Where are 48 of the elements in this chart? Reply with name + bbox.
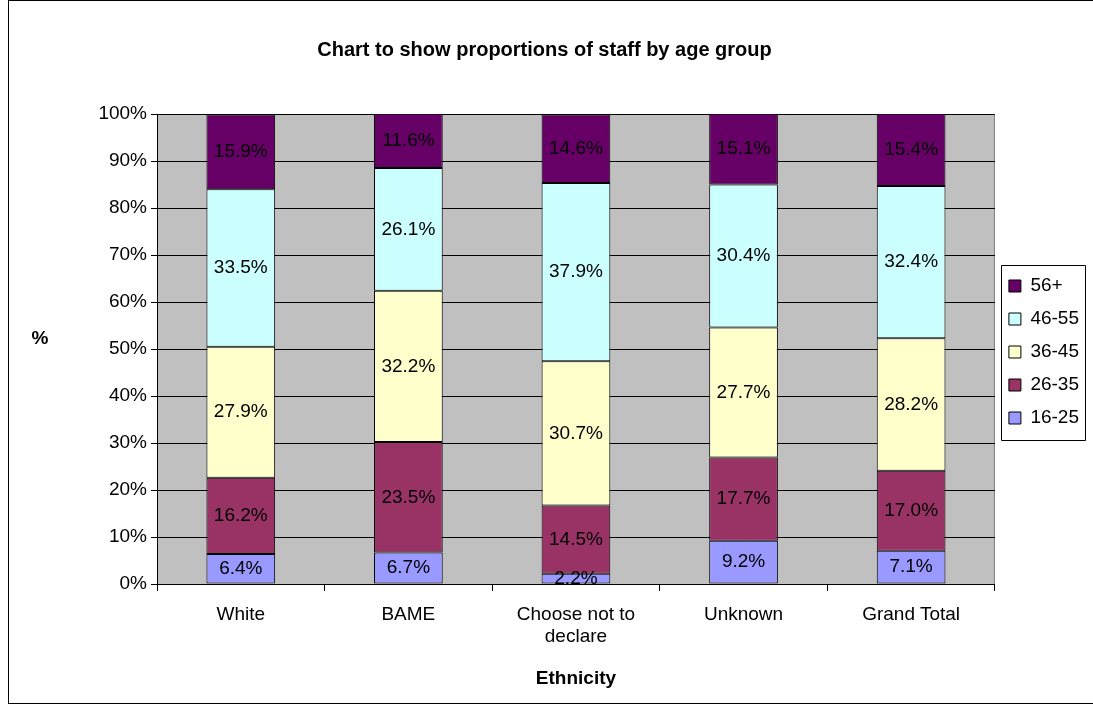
y-tick-label: 40% [108, 384, 148, 406]
data-label: 15.9% [213, 140, 268, 162]
y-axis-title: % [31, 327, 49, 349]
y-tick-label: 60% [108, 290, 148, 312]
x-tick-label: Unknown [703, 602, 784, 624]
x-tick-label: White [216, 602, 266, 624]
data-label: 14.6% [549, 137, 603, 159]
y-tick-label: 70% [108, 243, 148, 265]
data-label: 23.5% [381, 485, 436, 507]
x-tick-label: Choose not to declare [516, 602, 636, 647]
data-label: 15.1% [716, 137, 771, 159]
legend-label: 56+ [1030, 274, 1063, 296]
x-axis-title: Ethnicity [535, 666, 617, 688]
data-label: 27.7% [716, 380, 771, 402]
data-label: 37.9% [549, 260, 603, 282]
data-label: 33.5% [213, 256, 268, 278]
y-tick-label: 30% [108, 431, 148, 453]
data-label: 7.1% [889, 555, 933, 577]
legend-label: 26-35 [1030, 373, 1080, 395]
data-label: 30.7% [549, 421, 603, 443]
y-tick-label: 90% [108, 149, 148, 171]
data-label: 26.1% [381, 217, 436, 239]
data-label: 11.6% [382, 129, 435, 151]
y-tick-label: 100% [98, 102, 148, 124]
y-tick-label: 20% [108, 478, 148, 500]
x-tick-label: BAME [381, 602, 436, 624]
data-label: 32.4% [884, 250, 939, 272]
y-tick-label: 10% [108, 525, 148, 547]
data-label: 30.4% [716, 244, 771, 266]
data-label: 14.5% [549, 527, 603, 549]
data-label: 17.7% [716, 487, 771, 509]
x-tick-label: Grand Total [862, 602, 961, 624]
data-label: 27.9% [213, 400, 268, 422]
data-label: 15.4% [884, 137, 939, 159]
data-label: 9.2% [721, 550, 766, 572]
data-label: 32.2% [381, 354, 436, 376]
data-label: 28.2% [884, 392, 939, 414]
legend-label: 36-45 [1030, 340, 1080, 362]
legend-label: 46-55 [1030, 307, 1080, 329]
data-label: 16.2% [213, 504, 268, 526]
y-tick-label: 80% [108, 196, 148, 218]
y-tick-label: 50% [108, 337, 148, 359]
data-label: 17.0% [884, 498, 939, 520]
y-tick-label: 0% [119, 572, 148, 594]
data-label: 6.4% [219, 556, 263, 578]
data-label: 6.7% [386, 556, 431, 578]
chart-title: Chart to show proportions of staff by age group [317, 37, 772, 60]
legend-label: 16-25 [1030, 406, 1080, 428]
